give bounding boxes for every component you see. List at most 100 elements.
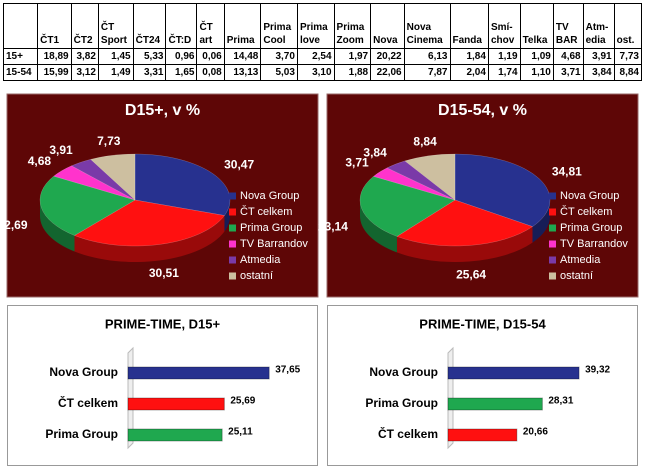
table-cell: 0,08 — [196, 64, 225, 81]
ratings-table: ČT1 ČT2 ČT Sport ČT24 ČT:D ČT art Prima Prima C… — [2, 3, 643, 81]
pie-slice — [70, 159, 136, 201]
pie-slice — [386, 160, 456, 201]
pie-side — [224, 200, 230, 232]
pie-slice — [396, 199, 534, 247]
pie-side — [396, 226, 533, 262]
data-label: 34,81 — [552, 165, 582, 179]
column-header: Telka — [519, 3, 554, 49]
column-header: Nova — [370, 3, 405, 49]
legend-swatch — [549, 192, 556, 200]
data-label: 39,32 — [585, 365, 610, 376]
category-label: ČT celkem — [58, 395, 118, 410]
table-cell: 1,10 — [519, 64, 554, 81]
pie-slice — [73, 199, 225, 247]
table-cell: 3,31 — [132, 64, 167, 81]
table-cell: 2,04 — [449, 64, 489, 81]
table-cell: 1,65 — [165, 64, 198, 81]
legend-label: Nova Group — [240, 190, 299, 202]
legend-swatch — [549, 208, 556, 216]
legend-label: ČT celkem — [240, 205, 292, 218]
pie-slice — [39, 175, 136, 236]
legend-swatch — [229, 192, 236, 200]
legend-label: Nova Group — [560, 190, 619, 202]
legend-swatch — [229, 208, 236, 216]
bar — [127, 397, 225, 411]
column-header: Fanda — [449, 3, 489, 49]
bar — [127, 366, 270, 380]
pie-slice — [404, 153, 456, 201]
data-label: 25,64 — [456, 268, 486, 282]
legend-swatch — [229, 224, 236, 232]
table-cell: 13,13 — [223, 64, 262, 81]
pie-slice — [134, 153, 231, 216]
bar — [447, 397, 543, 411]
legend-swatch — [229, 272, 236, 280]
column-header: Smí- chov — [487, 3, 521, 49]
legend-label: Prima Group — [240, 222, 302, 234]
column-header: ČT Sport — [97, 3, 134, 49]
data-label: 3,91 — [49, 143, 73, 157]
legend-label: Atmedia — [240, 254, 281, 266]
bar — [447, 366, 580, 380]
column-header: Prima Cool — [260, 3, 298, 49]
category-label: Nova Group — [369, 365, 438, 379]
data-label: 7,73 — [97, 134, 121, 148]
pie-slice — [359, 176, 456, 237]
data-label: 23,14 — [318, 219, 348, 233]
table-cell: 8,84 — [613, 64, 643, 81]
chart-title: PRIME-TIME, D15-54 — [419, 316, 546, 331]
legend-swatch — [229, 256, 236, 264]
legend-swatch — [549, 256, 556, 264]
category-label: ČT celkem — [378, 426, 438, 441]
pie-side — [40, 200, 75, 252]
legend-label: Atmedia — [560, 254, 601, 266]
column-header: Prima Zoom — [333, 3, 372, 49]
category-label: Prima Group — [365, 396, 438, 410]
data-label: 22,69 — [0, 218, 28, 232]
column-header: Atm- edia — [582, 3, 615, 49]
table-cell: 3,10 — [296, 64, 335, 81]
data-label: 3,71 — [345, 156, 369, 170]
data-label: 30,51 — [149, 266, 179, 280]
legend-label: TV Barrandov — [240, 238, 308, 250]
legend-label: ostatní — [560, 270, 593, 282]
row-header: 15-54 — [2, 64, 39, 81]
table-cell: 1,88 — [333, 64, 372, 81]
column-header: ČT:D — [165, 3, 198, 49]
chart-title: PRIME-TIME, D15+ — [105, 316, 221, 331]
legend-swatch — [229, 240, 236, 248]
pie-slice — [454, 153, 551, 227]
data-label: 8,84 — [413, 134, 437, 148]
table-cell: 3,71 — [552, 64, 584, 81]
pie-side — [532, 200, 550, 243]
table-cell: 3,84 — [582, 64, 615, 81]
data-label: 37,65 — [275, 365, 300, 376]
table-row: 15-54 15,99 3,12 1,49 3,31 1,65 0,08 13,13 5,03 3… — [2, 64, 643, 81]
bar — [447, 428, 518, 442]
legend-label: ostatní — [240, 270, 273, 282]
column-header: TV BAR — [552, 3, 584, 49]
data-label: 25,11 — [228, 427, 253, 438]
data-label: 3,84 — [363, 145, 387, 159]
data-label: 30,47 — [224, 158, 254, 172]
column-header: ČT2 — [70, 3, 99, 49]
data-label: 28,31 — [548, 396, 573, 407]
bar — [127, 428, 223, 442]
table-cell: 22,06 — [370, 64, 405, 81]
column-header: ČT24 — [132, 3, 167, 49]
pie-slice — [90, 153, 136, 201]
category-label: Prima Group — [45, 427, 118, 441]
chart-title: D15+, v % — [125, 102, 200, 119]
table-cell: 3,12 — [70, 64, 99, 81]
legend-label: ČT celkem — [560, 205, 612, 218]
pie-side — [360, 200, 397, 253]
pie-slice — [373, 167, 456, 201]
corner-cell — [2, 3, 39, 49]
table-row: 15+ 18,89 3,82 1,45 5,33 0,96 0,06 14,48 3,70 2,5… — [2, 48, 643, 65]
column-header: Nova Cinema — [403, 3, 451, 49]
data-label: 4,68 — [28, 154, 52, 168]
legend-swatch — [549, 272, 556, 280]
legend-swatch — [549, 240, 556, 248]
chart-title: D15-54, v % — [438, 102, 527, 119]
